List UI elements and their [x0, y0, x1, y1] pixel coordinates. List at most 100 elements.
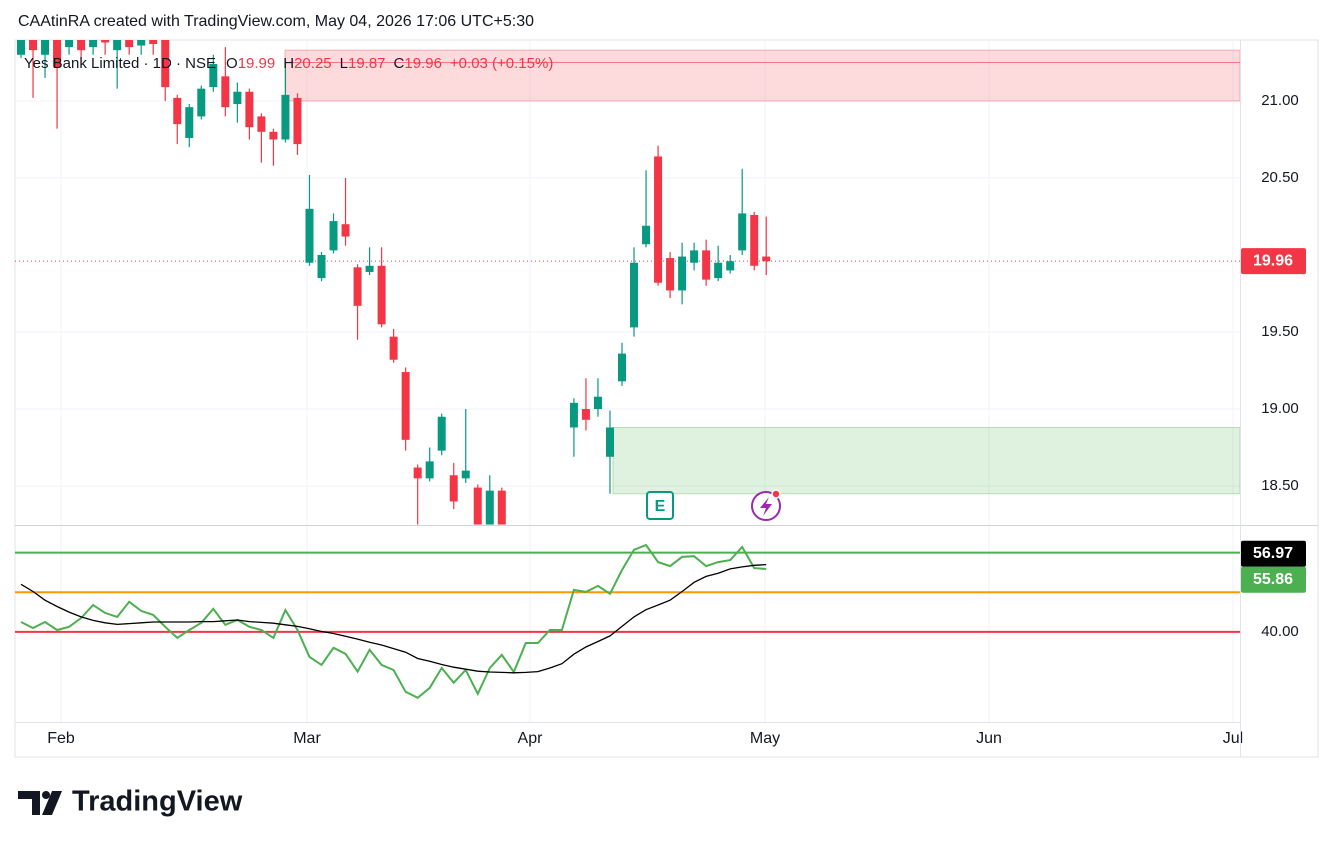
- candle-body: [485, 490, 494, 525]
- time-axis: Feb Mar Apr May Jun Jul: [47, 730, 1243, 747]
- y-tick-label: 19.00: [1261, 400, 1299, 417]
- value-box: [1241, 566, 1306, 593]
- candle-body: [161, 40, 170, 88]
- x-tick-label: May: [750, 730, 780, 747]
- candle-body: [89, 40, 98, 48]
- candle-body: [630, 262, 639, 328]
- legend-key: H: [283, 55, 294, 72]
- candle-body: [233, 91, 242, 105]
- candle-body: [642, 225, 651, 245]
- candle-body: [678, 256, 687, 291]
- candle-body: [209, 64, 218, 88]
- candle-body: [473, 487, 482, 525]
- y-tick-label: 40.00: [1261, 623, 1299, 640]
- candle-body: [690, 250, 699, 263]
- candle-body: [605, 427, 614, 457]
- x-tick-label: Feb: [47, 730, 75, 747]
- candle-body: [654, 156, 663, 283]
- legend-key: L: [340, 55, 348, 72]
- earnings-badge: [646, 491, 674, 520]
- candle-body: [113, 40, 122, 51]
- value-box: [1241, 540, 1306, 567]
- candle-body: [221, 76, 230, 108]
- candle-body: [41, 40, 50, 55]
- candle-body: [581, 409, 590, 420]
- candle-body: [29, 40, 38, 51]
- candle-body: [738, 213, 747, 251]
- candle-body: [149, 40, 158, 45]
- candle-body: [257, 116, 266, 132]
- y-tick-label: 20.50: [1261, 169, 1299, 186]
- axis-labels: 21.00 20.50 19.50 19.00 18.50 19.96 40.00 56.97…: [1241, 92, 1306, 640]
- candle-body: [401, 372, 410, 440]
- legend-key: C: [394, 55, 405, 72]
- news-marker: [751, 489, 781, 521]
- symbol-legend: Yes Bank Limited · 1D · NSE O19.99 H20.25 L…: [24, 55, 553, 72]
- candle-body: [293, 97, 302, 145]
- candle-body: [750, 214, 759, 266]
- last-price-label: 19.96: [1253, 252, 1293, 269]
- candle-body: [185, 107, 194, 138]
- indicator-line: [20, 563, 767, 674]
- chart-frame: [14, 39, 1319, 758]
- candle-body: [17, 40, 25, 55]
- candle-body: [593, 396, 602, 410]
- candle-body: [437, 416, 446, 451]
- y-tick-label: 21.00: [1261, 92, 1299, 109]
- candle-body: [65, 40, 74, 48]
- zone: [612, 427, 1240, 495]
- candle-body: [389, 336, 398, 360]
- y-tick-label: 18.50: [1261, 477, 1299, 494]
- last-price-box: [1241, 248, 1306, 275]
- candle-body: [77, 40, 86, 51]
- price-pane: [15, 40, 1240, 525]
- legend-value: 19.96: [404, 55, 442, 72]
- candle-body: [726, 261, 735, 271]
- lightning-icon: [760, 497, 772, 516]
- x-tick-label: Jun: [976, 730, 1002, 747]
- candle-body: [281, 94, 290, 140]
- legend-value: 19.99: [238, 55, 276, 72]
- x-tick-label: Apr: [518, 730, 544, 747]
- logo-part: [42, 791, 62, 815]
- earnings-marker: E: [646, 491, 674, 520]
- legend-value: 20.25: [294, 55, 332, 72]
- y-tick-label: 19.50: [1261, 323, 1299, 340]
- footer-logo: TradingView: [18, 786, 243, 818]
- earnings-label: E: [655, 498, 666, 515]
- value-label: 56.97: [1253, 545, 1293, 562]
- candle-body: [341, 224, 350, 237]
- candle-body: [365, 265, 374, 272]
- legend-change: +0.03 (+0.15%): [450, 55, 553, 72]
- candle-body: [449, 475, 458, 502]
- symbol: Yes Bank Limited · 1D · NSE: [24, 55, 216, 72]
- x-tick-label: Mar: [293, 730, 321, 747]
- candle-body: [714, 262, 723, 279]
- candle-body: [197, 88, 206, 117]
- candle-body: [305, 208, 314, 263]
- logo-part: [18, 791, 40, 815]
- candle-body: [173, 97, 182, 125]
- candle-body: [762, 256, 771, 262]
- candle-body: [125, 40, 134, 48]
- candle-body: [317, 255, 326, 279]
- header-text: CAAtinRA created with TradingView.com, M…: [18, 13, 534, 30]
- candle-body: [353, 267, 362, 306]
- footer-brand: TradingView: [72, 786, 243, 818]
- zone: [284, 49, 1240, 102]
- candle-body: [101, 40, 110, 43]
- candle-body: [497, 490, 506, 525]
- candle-body: [666, 258, 675, 291]
- candle-body: [245, 91, 254, 128]
- candle-body: [137, 40, 146, 46]
- candle-body: [329, 221, 338, 251]
- legend-value: 19.87: [348, 55, 386, 72]
- value-label: 55.86: [1253, 571, 1293, 588]
- candle-body: [461, 470, 470, 479]
- x-tick-label: Jul: [1223, 730, 1243, 747]
- candle-body: [569, 402, 578, 428]
- logo-part: [42, 791, 50, 799]
- candle-body: [269, 131, 278, 140]
